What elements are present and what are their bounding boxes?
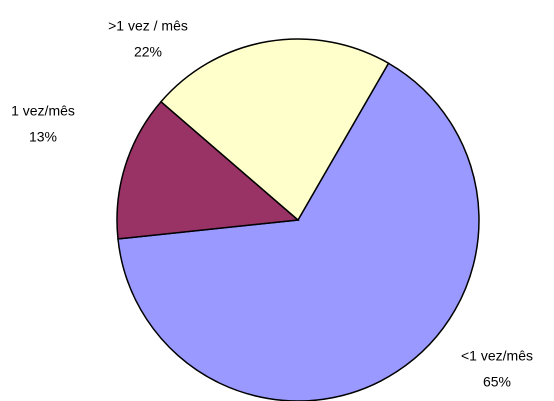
- pie-slice: [117, 62, 480, 401]
- slice-value-label: 65%: [483, 374, 511, 390]
- slice-value-label: 22%: [134, 44, 162, 60]
- pie-slice: [116, 100, 300, 240]
- slice-label: >1 vez / mês: [108, 18, 188, 34]
- slice-value-label: 13%: [29, 129, 57, 145]
- slice-label: <1 vez/mês: [461, 348, 533, 364]
- slice-label: 1 vez/mês: [11, 103, 75, 119]
- pie-slice: [159, 38, 390, 222]
